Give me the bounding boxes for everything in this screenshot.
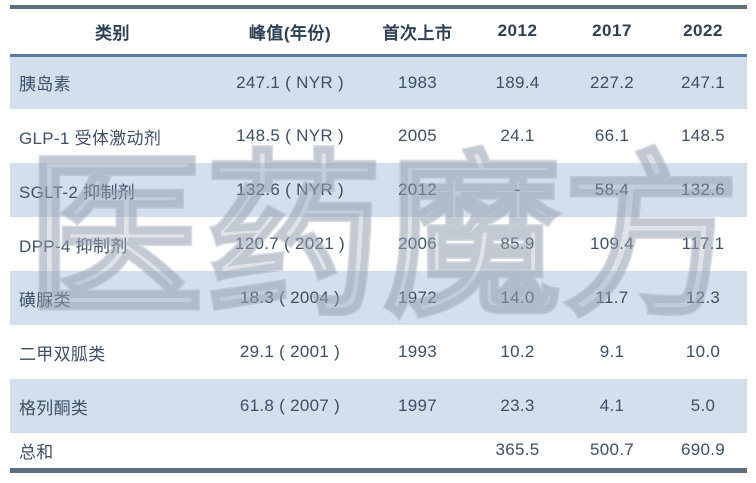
- cell-2012: 14.0: [500, 288, 535, 307]
- cell-first-launch: 2012: [397, 180, 438, 199]
- column-header-2022: 2022: [659, 7, 747, 57]
- drug-class-sales-table: 类别 峰值(年份) 首次上市 2012 2017 2022 胰岛素 247.1 (…: [10, 5, 747, 473]
- cell-2012: 189.4: [495, 72, 540, 92]
- column-header-category: 类别: [10, 7, 215, 57]
- column-header-first-launch: 首次上市: [365, 7, 470, 57]
- cell-first-launch: 2006: [397, 234, 438, 253]
- cell-2022: 148.5: [680, 126, 726, 145]
- table-row: SGLT-2 抑制剂 132.6 ( NYR ) 2012 - 58.4 132.6: [10, 163, 747, 217]
- cell-category: 总和: [19, 442, 54, 462]
- cell-2022: 117.1: [681, 234, 725, 253]
- column-header-peak-year: 峰值(年份): [215, 7, 365, 57]
- cell-peak-year: 120.7 ( 2021 ): [234, 234, 346, 253]
- cell-first-launch: 1983: [397, 72, 438, 92]
- column-header-2012: 2012: [470, 7, 565, 57]
- table-row: 磺脲类 18.3 ( 2004 ) 1972 14.0 11.7 12.3: [10, 271, 747, 325]
- cell-2017: 58.4: [594, 180, 630, 199]
- table-row: GLP-1 受体激动剂 148.5 ( NYR ) 2005 24.1 66.1 148.…: [10, 109, 747, 163]
- cell-2017: 11.7: [595, 288, 629, 307]
- table-row: 格列酮类 61.8 ( 2007 ) 1997 23.3 4.1 5.0: [10, 379, 747, 433]
- cell-category: 格列酮类: [19, 398, 89, 418]
- cell-2017: 66.1: [594, 126, 630, 145]
- cell-peak-year: [215, 433, 365, 470]
- cell-2017: 500.7: [589, 440, 635, 460]
- cell-peak-year: 148.5 ( NYR ): [236, 126, 344, 145]
- cell-2022: 132.6: [680, 180, 726, 199]
- cell-first-launch: 2005: [397, 126, 438, 145]
- table-body: 胰岛素 247.1 ( NYR ) 1983 189.4 227.2 247.1 GLP-1…: [10, 55, 747, 470]
- cell-2012: 10.2: [500, 342, 535, 361]
- cell-2022: 10.0: [685, 342, 721, 361]
- cell-2012: 365.5: [495, 440, 540, 460]
- cell-peak-year: 61.8 ( 2007 ): [239, 396, 341, 415]
- cell-2012: 85.9: [500, 234, 535, 253]
- table-row: 二甲双胍类 29.1 ( 2001 ) 1993 10.2 9.1 10.0: [10, 325, 747, 379]
- drug-class-sales-table-wrap: 类别 峰值(年份) 首次上市 2012 2017 2022 胰岛素 247.1 (…: [10, 5, 747, 473]
- table-row: DPP-4 抑制剂 120.7 ( 2021 ) 2006 85.9 109.4 117.…: [10, 217, 747, 271]
- cell-category: 胰岛素: [19, 75, 71, 95]
- cell-2022: 12.3: [685, 288, 721, 307]
- cell-category: 磺脲类: [19, 290, 71, 310]
- cell-peak-year: 18.3 ( 2004 ): [239, 288, 341, 307]
- cell-2017: 109.4: [589, 234, 635, 253]
- cell-2012: 24.1: [500, 126, 535, 145]
- table-row: 胰岛素 247.1 ( NYR ) 1983 189.4 227.2 247.1: [10, 55, 747, 109]
- cell-2022: 5.0: [690, 396, 716, 415]
- header-row: 类别 峰值(年份) 首次上市 2012 2017 2022: [10, 7, 747, 57]
- cell-2022: 247.1: [680, 72, 726, 92]
- table-row: 总和 365.5 500.7 690.9: [10, 433, 747, 470]
- cell-peak-year: 247.1 ( NYR ): [236, 72, 344, 92]
- cell-peak-year: 29.1 ( 2001 ): [239, 342, 341, 361]
- cell-first-launch: 1972: [397, 288, 438, 307]
- cell-category: 二甲双胍类: [19, 344, 106, 364]
- column-header-2017: 2017: [565, 7, 659, 57]
- cell-2017: 4.1: [599, 396, 625, 415]
- cell-category: GLP-1 受体激动剂: [19, 128, 162, 148]
- cell-category: DPP-4 抑制剂: [19, 236, 128, 256]
- cell-2012: -: [514, 180, 521, 199]
- table-header: 类别 峰值(年份) 首次上市 2012 2017 2022: [10, 7, 747, 57]
- cell-2017: 227.2: [589, 72, 635, 92]
- cell-first-launch: 1993: [397, 342, 438, 361]
- cell-peak-year: 132.6 ( NYR ): [236, 180, 344, 199]
- cell-2017: 9.1: [599, 342, 625, 361]
- cell-2012: 23.3: [500, 396, 535, 415]
- cell-2022: 690.9: [680, 440, 726, 460]
- cell-category: SGLT-2 抑制剂: [19, 182, 136, 202]
- cell-first-launch: 1997: [397, 396, 438, 415]
- cell-first-launch: [365, 433, 470, 470]
